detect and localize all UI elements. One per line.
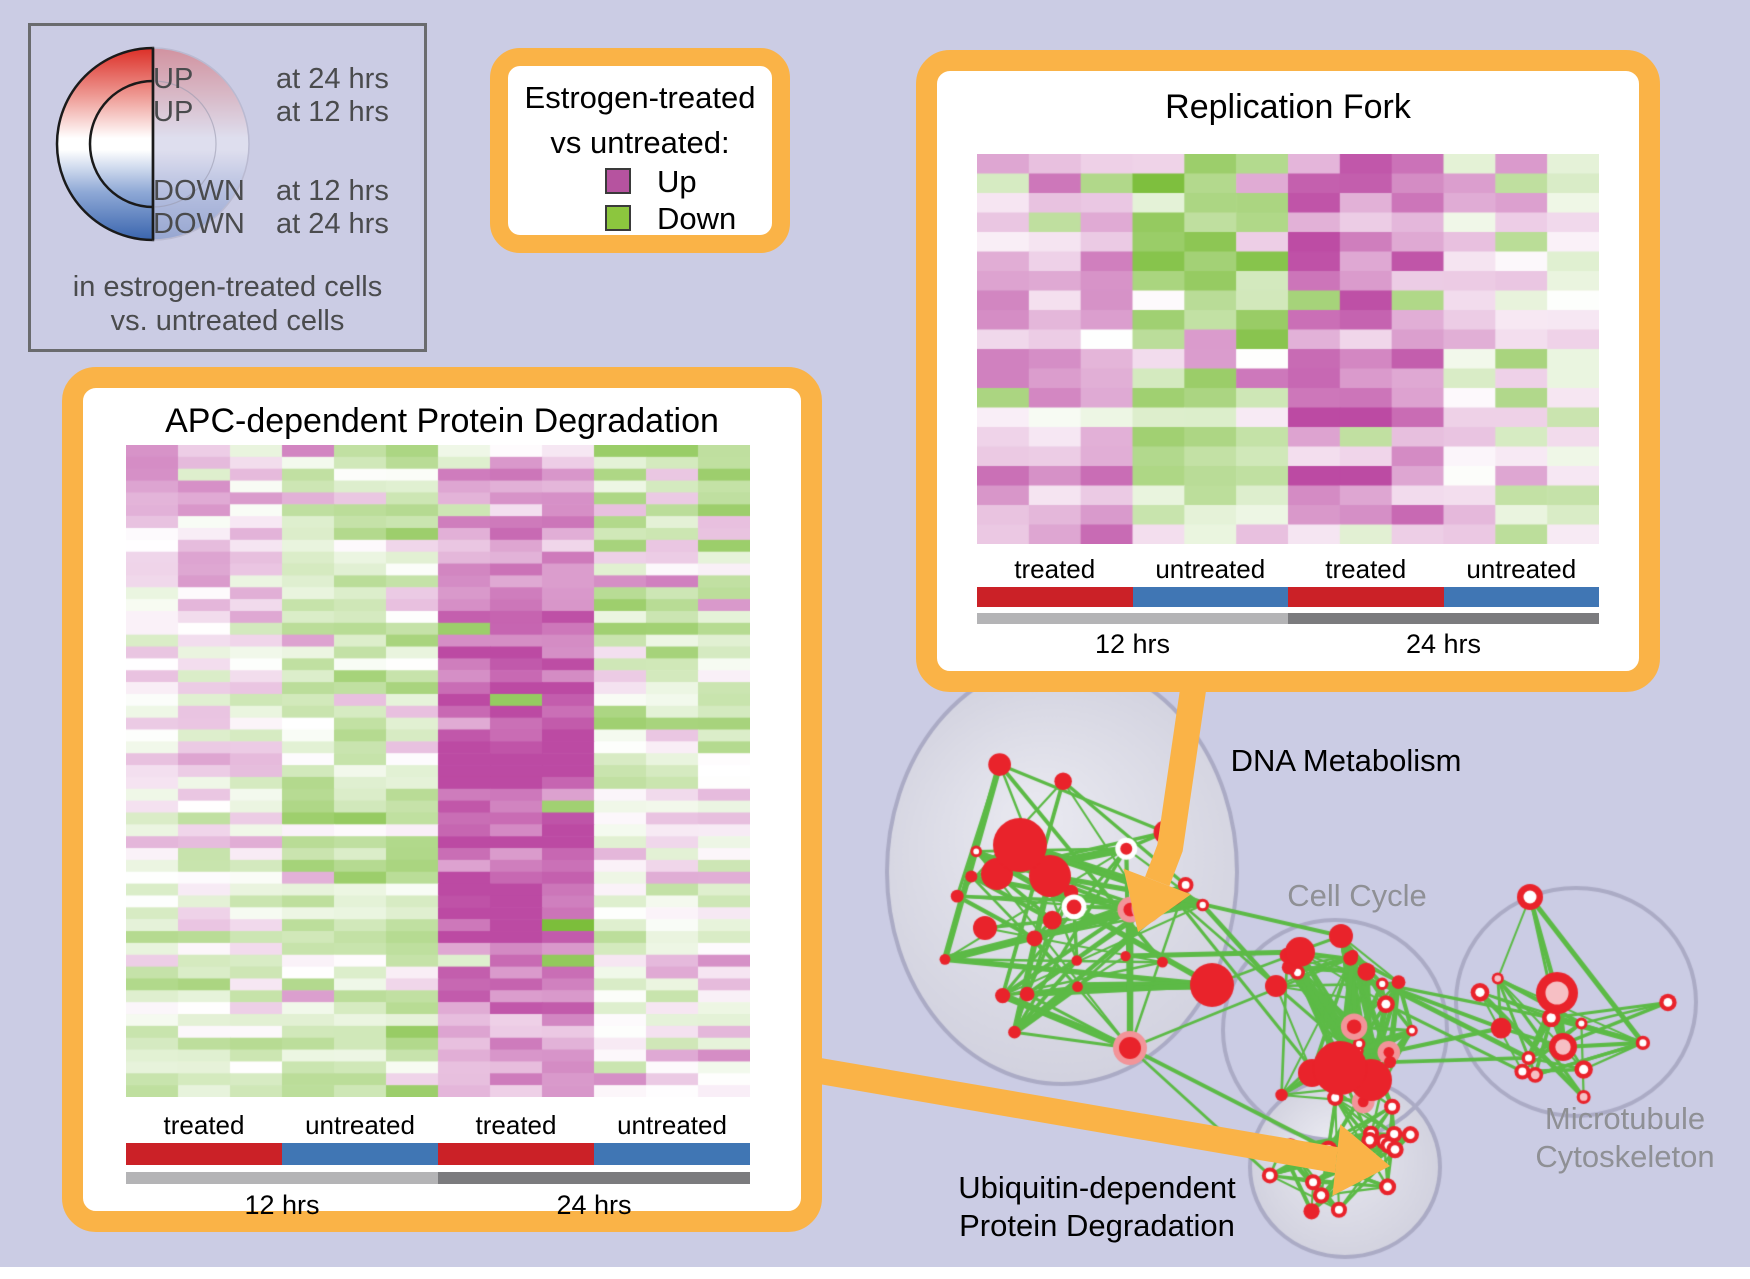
apc-untreated-bar-24h [594, 1143, 750, 1165]
color-key-title-line1: Estrogen-treated [524, 80, 756, 115]
arrow-shaft-replication-fork-to-dna-metabolism [1145, 640, 1213, 887]
rf-treated-bar-12h [977, 587, 1133, 607]
replication-fork-title: Replication Fork [1165, 88, 1411, 126]
inner-ring-left [88, 79, 154, 209]
cluster-label-microtubule-line1: Microtubule [1544, 1101, 1706, 1136]
ring-time-24hrs-outer: at 24 hrs [276, 63, 389, 95]
apc-untreated-bar-12h [282, 1143, 438, 1165]
ring-label-up-outer: UP [153, 63, 194, 95]
cluster-label-ubiquitin-line2: Protein Degradation [959, 1208, 1235, 1243]
rf-condition-label-untreated-12h: untreated [1155, 554, 1266, 584]
up-down-ring-diagram [55, 46, 250, 242]
ring-time-12hrs-outer: at 12 hrs [276, 175, 389, 207]
down-color-label: Down [657, 201, 737, 236]
replication-fork-heatmap [977, 154, 1599, 544]
rf-condition-label-untreated-24h: untreated [1466, 554, 1577, 584]
rf-untreated-bar-24h [1443, 587, 1599, 607]
ring-caption-line2: vs. untreated cells [110, 305, 345, 337]
replication-fork-panel: Replication Fork treated untreated treat… [916, 50, 1660, 692]
ring-time-24hrs-outer2: at 24 hrs [276, 208, 389, 240]
arrow-head-replication-fork-to-dna-metabolism [1123, 868, 1191, 932]
rf-24hrs-bar [1288, 613, 1599, 624]
color-key-box: Estrogen-treated vs untreated: Up Down [490, 48, 790, 253]
arrow-shaft-apc-to-ubiquitin [811, 1057, 1339, 1173]
rf-time-label-12hrs: 12 hrs [1094, 629, 1171, 659]
down-color-swatch [605, 205, 631, 231]
apc-condition-label-treated-24h: treated [475, 1110, 557, 1140]
cluster-label-microtubule-line2: Cytoskeleton [1535, 1139, 1715, 1174]
apc-24hrs-bar [438, 1172, 750, 1184]
up-color-label: Up [657, 164, 697, 199]
rf-untreated-bar-12h [1132, 587, 1288, 607]
color-key-title-line2: vs untreated: [550, 125, 730, 160]
ring-left-half [55, 46, 155, 242]
up-color-swatch [605, 168, 631, 194]
ring-caption-line1: in estrogen-treated cells [72, 271, 383, 303]
rf-treated-bar-24h [1288, 587, 1444, 607]
apc-treated-bar-12h [126, 1143, 282, 1165]
rf-condition-label-treated-12h: treated [1014, 554, 1096, 584]
apc-panel: APC-dependent Protein Degradation treate… [62, 367, 822, 1232]
apc-condition-label-untreated-12h: untreated [305, 1110, 415, 1140]
arrow-head-apc-to-ubiquitin [1332, 1124, 1390, 1196]
ring-label-down-outer: DOWN [153, 208, 245, 240]
ring-time-12hrs-inner: at 12 hrs [276, 96, 389, 128]
apc-title: APC-dependent Protein Degradation [165, 402, 719, 440]
apc-treated-bar-24h [438, 1143, 594, 1165]
rf-12hrs-bar [977, 613, 1288, 624]
ring-legend-box: UP at 24 hrs UP at 12 hrs DOWN at 12 hrs… [28, 23, 427, 352]
ring-label-down-inner: DOWN [153, 175, 245, 207]
cluster-label-cell-cycle: Cell Cycle [1287, 878, 1427, 913]
rf-time-label-24hrs: 24 hrs [1405, 629, 1482, 659]
ring-label-up-inner: UP [153, 96, 194, 128]
apc-condition-label-treated-12h: treated [163, 1110, 245, 1140]
apc-heatmap [126, 445, 750, 1097]
apc-time-label-12hrs: 12 hrs [244, 1190, 320, 1220]
cluster-label-ubiquitin-line1: Ubiquitin-dependent [958, 1170, 1236, 1205]
apc-12hrs-bar [126, 1172, 438, 1184]
rf-condition-label-treated-24h: treated [1325, 554, 1407, 584]
inner-ring-right [152, 80, 217, 208]
cluster-label-dna-metabolism: DNA Metabolism [1230, 743, 1462, 778]
ring-right-half [152, 47, 250, 241]
apc-condition-label-untreated-24h: untreated [617, 1110, 727, 1140]
apc-time-label-24hrs: 24 hrs [556, 1190, 632, 1220]
